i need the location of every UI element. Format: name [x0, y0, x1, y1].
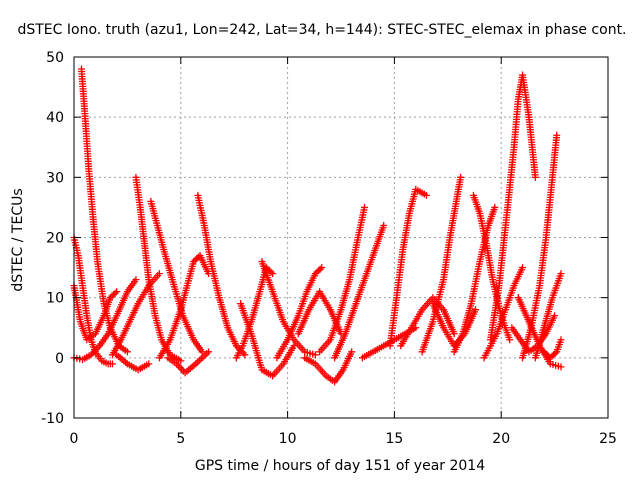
y-tick-label: 0 — [55, 351, 64, 367]
x-tick-label: 0 — [70, 431, 79, 447]
x-tick-label: 15 — [385, 431, 403, 447]
data-point — [110, 291, 118, 299]
data-point — [108, 292, 116, 300]
data-point — [316, 265, 324, 273]
data-point — [177, 357, 185, 365]
chart-title: dSTEC Iono. truth (azu1, Lon=242, Lat=34… — [17, 22, 626, 38]
data-point — [155, 270, 163, 278]
data-point — [315, 267, 323, 275]
data-point — [551, 349, 559, 357]
data-point — [111, 289, 119, 297]
data-point — [457, 173, 465, 181]
data-point — [348, 348, 356, 356]
data-point — [551, 312, 559, 320]
data-point — [450, 330, 458, 338]
data-point — [191, 256, 199, 264]
x-axis-label: GPS time / hours of day 151 of year 2014 — [195, 458, 485, 474]
data-point — [269, 270, 277, 278]
data-point — [531, 173, 539, 181]
data-point — [123, 348, 131, 356]
data-point — [557, 363, 565, 371]
data-point — [108, 360, 116, 368]
data-point — [190, 258, 198, 266]
data-point — [113, 288, 121, 296]
data-point — [145, 360, 153, 368]
data-point — [472, 306, 480, 314]
y-tick-label: -10 — [41, 411, 64, 427]
data-point — [553, 131, 561, 139]
data-point — [360, 203, 368, 211]
data-point — [542, 349, 550, 357]
data-point — [557, 270, 565, 278]
data-point — [491, 203, 499, 211]
data-point — [540, 348, 548, 356]
data-point — [557, 336, 565, 344]
x-tick-label: 25 — [599, 431, 617, 447]
data-point — [380, 221, 388, 229]
data-point — [132, 276, 140, 284]
data-point — [506, 336, 514, 344]
y-tick-label: 20 — [46, 231, 64, 247]
data-point — [205, 348, 213, 356]
data-point — [519, 264, 527, 272]
data-point — [313, 268, 321, 276]
data-point — [548, 352, 556, 360]
data-point — [106, 294, 114, 302]
data-point — [318, 264, 326, 272]
y-tick-label: 10 — [46, 291, 64, 307]
data-points — [70, 65, 565, 386]
axis-ticks: 0 5 10 15 20 25 -10 0 10 20 30 40 50 — [41, 50, 617, 447]
data-point — [267, 268, 275, 276]
y-tick-label: 40 — [46, 110, 64, 126]
data-point — [241, 351, 249, 359]
data-point — [422, 191, 430, 199]
y-axis-label: dSTEC / TECUs — [10, 188, 26, 291]
data-point — [311, 270, 319, 278]
data-point — [311, 351, 319, 359]
x-tick-label: 5 — [176, 431, 185, 447]
data-point — [193, 255, 201, 263]
x-tick-label: 10 — [279, 431, 297, 447]
y-tick-label: 50 — [46, 50, 64, 66]
x-tick-label: 20 — [492, 431, 510, 447]
data-point — [550, 351, 558, 359]
data-point — [546, 354, 554, 362]
data-point — [543, 351, 551, 359]
y-tick-label: 30 — [46, 170, 64, 186]
